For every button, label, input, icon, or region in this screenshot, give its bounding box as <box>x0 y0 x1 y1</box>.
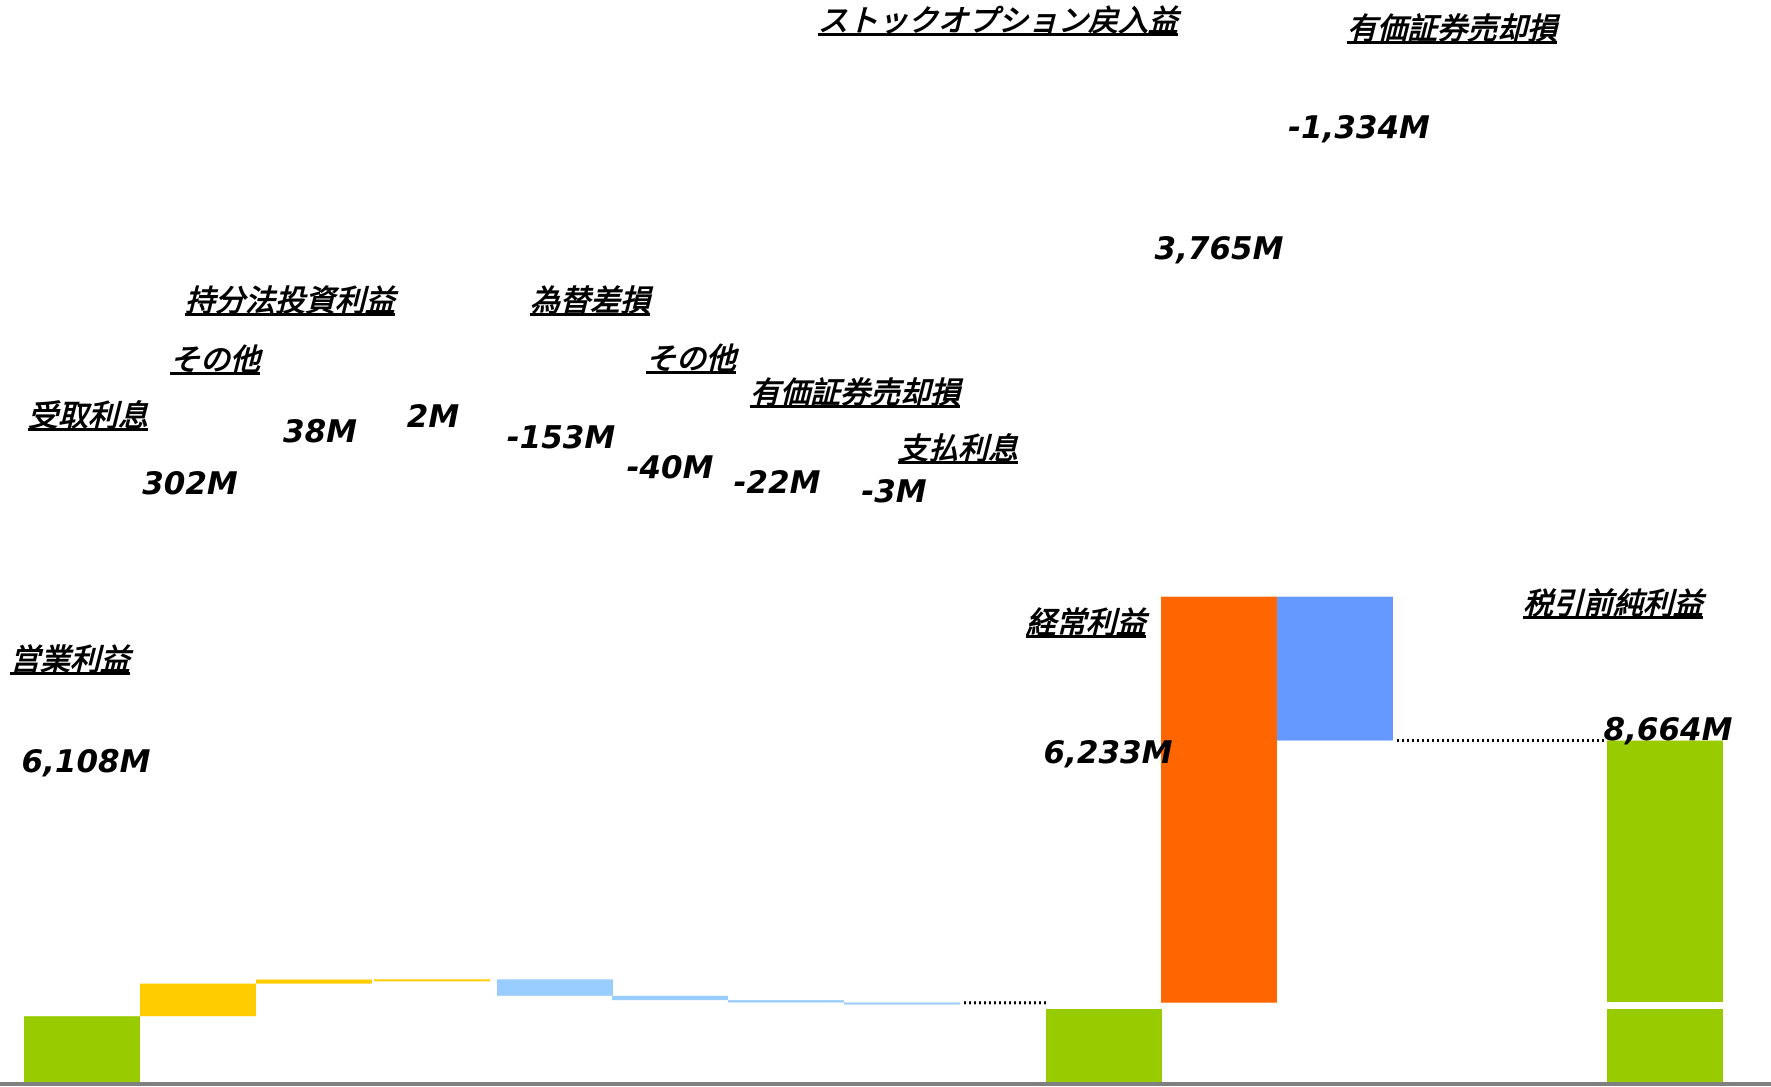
bar-4 <box>497 979 613 996</box>
value-label-3: 2M <box>407 399 460 435</box>
bar-1 <box>140 983 256 1017</box>
bar-8 <box>1046 1002 1162 1085</box>
category-label-0: 営業利益 <box>10 643 134 678</box>
bar-11 <box>1607 740 1723 1085</box>
value-label-2: 38M <box>283 414 357 450</box>
bar-0 <box>24 1016 140 1085</box>
category-label-11: 税引前純利益 <box>1523 587 1707 622</box>
category-label-4: 為替差損 <box>530 284 654 319</box>
category-label-3: 持分法投資利益 <box>185 284 399 319</box>
value-label-4: -153M <box>507 420 616 456</box>
axis-break-8 <box>1045 1002 1163 1009</box>
category-label-10: 有価証券売却損 <box>1347 12 1561 47</box>
bar-9 <box>1161 596 1277 1003</box>
category-label-8: 経常利益 <box>1025 606 1150 641</box>
category-label-7: 支払利息 <box>898 432 1019 467</box>
axis-break-11 <box>1606 1002 1724 1009</box>
value-label-8: 6,233M <box>1044 735 1173 771</box>
category-label-5: その他 <box>646 342 740 377</box>
bar-6 <box>728 1000 844 1003</box>
bar-7 <box>844 1002 960 1005</box>
value-label-5: -40M <box>627 450 714 486</box>
bar-5 <box>612 995 728 1001</box>
value-label-9: 3,765M <box>1155 231 1284 267</box>
value-label-11: 8,664M <box>1604 712 1733 748</box>
value-label-1: 302M <box>142 466 238 502</box>
value-label-0: 6,108M <box>22 744 151 780</box>
axis-break-0 <box>23 1002 141 1009</box>
value-label-10: -1,334M <box>1288 110 1430 146</box>
category-label-6: 有価証券売却損 <box>750 376 964 411</box>
category-label-2: その他 <box>170 343 264 378</box>
bar-3 <box>374 979 490 982</box>
bar-10 <box>1277 596 1393 741</box>
value-label-6: -22M <box>734 465 821 501</box>
bar-2 <box>256 979 372 984</box>
value-label-7: -3M <box>861 474 926 510</box>
category-label-9: ストックオプション戻入益 <box>818 4 1182 39</box>
category-label-1: 受取利息 <box>28 399 149 434</box>
